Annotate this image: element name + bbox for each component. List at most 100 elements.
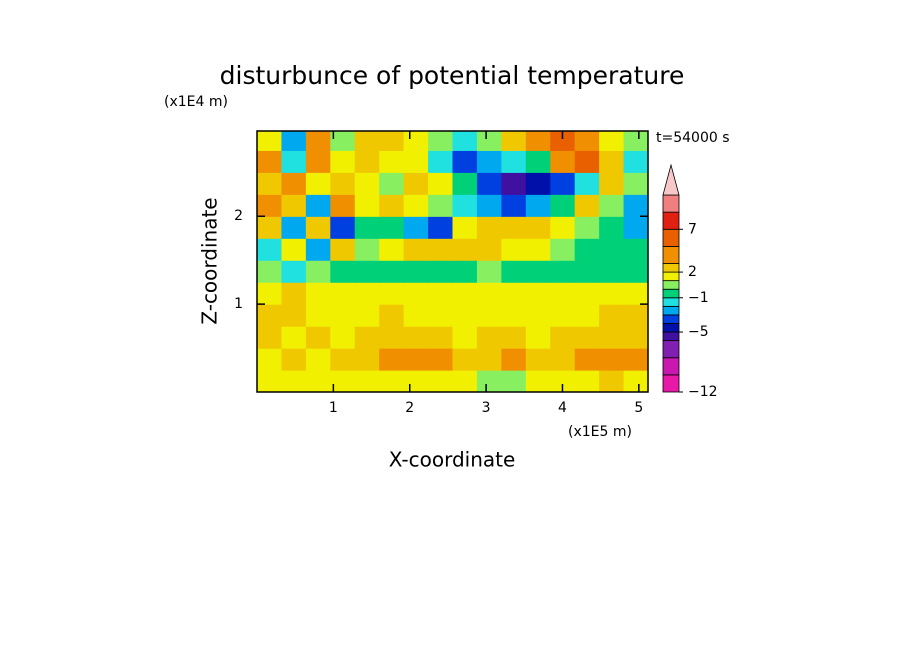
x-tick-label: 3 <box>482 400 491 416</box>
field-cell <box>403 304 429 327</box>
colorbar-box <box>662 305 680 316</box>
field-cell <box>305 238 331 261</box>
field-cell <box>305 216 331 239</box>
field-cell <box>525 194 551 217</box>
colorbar-box <box>662 194 680 213</box>
field-cell <box>403 348 429 371</box>
field-cell <box>428 216 454 239</box>
field-cell <box>354 348 380 371</box>
field-cell <box>257 131 283 151</box>
field-cell <box>574 216 600 239</box>
field-cell <box>354 131 380 151</box>
field-cell <box>305 326 331 349</box>
field-cell <box>599 282 625 305</box>
field-cell <box>623 216 648 239</box>
field-cell <box>354 304 380 327</box>
field-cell <box>525 326 551 349</box>
field-cell <box>623 131 648 151</box>
field-cell <box>525 348 551 371</box>
field-cell <box>428 370 454 392</box>
field-cell <box>501 370 527 392</box>
field-cell <box>476 370 502 392</box>
field-cell <box>281 216 307 239</box>
colorbar-box <box>662 280 680 290</box>
field-cell <box>354 238 380 261</box>
field-cell <box>305 348 331 371</box>
field-cell <box>257 216 283 239</box>
colorbar-box <box>662 228 680 247</box>
field-cell <box>501 131 527 151</box>
field-cell <box>428 150 454 173</box>
field-cell <box>305 370 331 392</box>
field-cell <box>428 172 454 195</box>
field-cell <box>257 348 283 371</box>
colorbar-tick-label: −5 <box>688 324 709 340</box>
field-cell <box>257 194 283 217</box>
field-cell <box>501 150 527 173</box>
colorbar-box <box>662 314 680 324</box>
field-cell <box>403 370 429 392</box>
field-cell <box>574 238 600 261</box>
field-cell <box>574 150 600 173</box>
field-cell <box>501 172 527 195</box>
field-cell <box>379 282 405 305</box>
field-cell <box>574 172 600 195</box>
field-cell <box>501 326 527 349</box>
colorbar-box <box>662 271 680 282</box>
field-cell <box>476 282 502 305</box>
field-cell <box>379 370 405 392</box>
field-cell <box>550 326 576 349</box>
field-cell <box>330 150 356 173</box>
field-cell <box>281 326 307 349</box>
field-cell <box>550 370 576 392</box>
field-cell <box>330 194 356 217</box>
field-cell <box>550 260 576 283</box>
x-tick-label: 5 <box>634 400 643 416</box>
field-cell <box>428 194 454 217</box>
field-cell <box>623 260 648 283</box>
x-axis-label: X-coordinate <box>389 448 516 472</box>
field-cell <box>599 172 625 195</box>
field-cell <box>476 260 502 283</box>
field-cell <box>354 216 380 239</box>
field-cell <box>525 304 551 327</box>
field-cell <box>281 194 307 217</box>
y-axis-label: Z-coordinate <box>198 197 222 324</box>
field-cell <box>452 326 478 349</box>
field-cell <box>501 216 527 239</box>
field-cell <box>379 131 405 151</box>
field-cell <box>428 131 454 151</box>
field-cell <box>525 282 551 305</box>
field-cell <box>281 348 307 371</box>
field-cell <box>525 238 551 261</box>
field-cell <box>476 304 502 327</box>
field-cell <box>281 172 307 195</box>
field-cell <box>550 172 576 195</box>
field-cell <box>403 216 429 239</box>
field-cell <box>257 150 283 173</box>
colorbar-tick-label: 2 <box>688 264 697 280</box>
field-cell <box>379 150 405 173</box>
field-cell <box>452 348 478 371</box>
field-cell <box>599 216 625 239</box>
field-cell <box>525 260 551 283</box>
x-tick-label: 4 <box>558 400 567 416</box>
x-tick-label: 2 <box>405 400 414 416</box>
field-cell <box>452 150 478 173</box>
field-cell <box>550 238 576 261</box>
field-cell <box>379 348 405 371</box>
field-cell <box>305 260 331 283</box>
field-cell <box>305 172 331 195</box>
field-cell <box>599 131 625 151</box>
colorbar-tick-label: −12 <box>688 384 718 400</box>
field-cell <box>403 194 429 217</box>
field-cell <box>330 304 356 327</box>
field-cell <box>257 172 283 195</box>
field-cell <box>623 282 648 305</box>
colorbar-box <box>662 340 680 359</box>
colorbar-box <box>662 211 680 230</box>
field-cell <box>476 150 502 173</box>
field-cell <box>623 326 648 349</box>
field-cell <box>452 216 478 239</box>
field-cell <box>379 260 405 283</box>
